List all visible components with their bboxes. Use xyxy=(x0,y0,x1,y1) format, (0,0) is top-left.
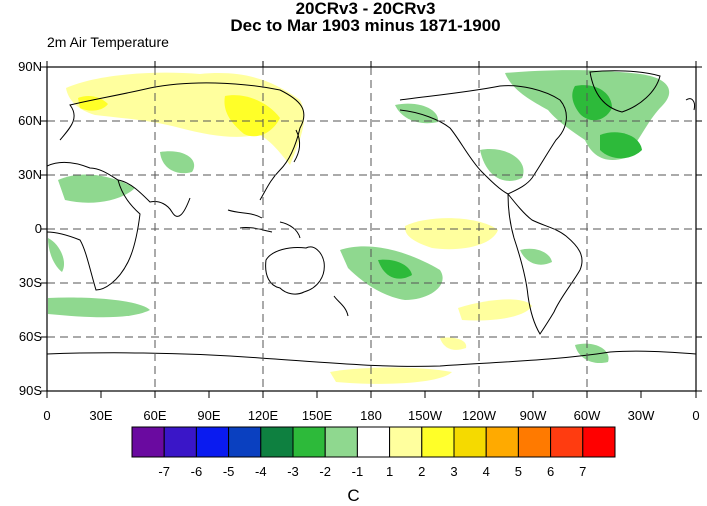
lon-label: 60E xyxy=(143,408,167,423)
colorbar-tick-label: -4 xyxy=(255,464,267,479)
colorbar-tick-label: 7 xyxy=(579,464,587,479)
lon-label: 30E xyxy=(89,408,113,423)
colorbar-tick-label: -3 xyxy=(287,464,299,479)
colorbar-tick-label: 3 xyxy=(450,464,458,479)
colorbar-box xyxy=(550,426,584,458)
map-title-line2: Dec to Mar 1903 minus 1871-1900 xyxy=(230,16,501,35)
lon-label: 120W xyxy=(462,408,496,423)
colorbar-box xyxy=(163,426,197,458)
colorbar-box xyxy=(195,426,230,458)
colorbar-box xyxy=(582,426,616,458)
colorbar-box xyxy=(517,426,552,458)
colorbar xyxy=(131,426,616,458)
colorbar-box xyxy=(131,426,165,458)
lon-label: 30W xyxy=(627,408,655,423)
colorbar-tick-label: -6 xyxy=(190,464,203,479)
variable-label: 2m Air Temperature xyxy=(47,34,169,50)
colorbar-box xyxy=(356,426,391,458)
colorbar-box xyxy=(292,426,326,458)
anomaly-field xyxy=(48,70,670,384)
colorbar-tick-label: 5 xyxy=(514,464,522,479)
colorbar-tick-label: 4 xyxy=(482,464,490,479)
lon-label: 150W xyxy=(408,408,442,423)
colorbar-box xyxy=(260,426,294,458)
colorbar-tick-label: -1 xyxy=(351,464,364,479)
colorbar-box xyxy=(228,426,262,458)
colorbar-tick-label: 2 xyxy=(418,464,426,479)
lon-label: 150E xyxy=(301,408,333,423)
lon-label: 120E xyxy=(247,408,279,423)
lon-label: 180 xyxy=(360,408,382,423)
graticule xyxy=(47,67,696,391)
lat-label: 0 xyxy=(34,221,42,236)
colorbar-tick-label: -2 xyxy=(319,464,331,479)
colorbar-box xyxy=(421,426,455,458)
colorbar-tick-label: 1 xyxy=(385,464,394,479)
colorbar-box xyxy=(453,426,487,458)
units-label: C xyxy=(347,486,360,505)
colorbar-box xyxy=(324,426,358,458)
axis-ticks xyxy=(41,61,702,398)
lat-label: 60N xyxy=(18,113,42,128)
lon-label: 90W xyxy=(519,408,547,423)
colorbar-box xyxy=(389,426,423,458)
colorbar-tick-label: 6 xyxy=(546,464,555,479)
map-title-line1: 20CRv3 - 20CRv3 xyxy=(295,0,436,18)
lat-label: 60S xyxy=(18,329,42,344)
colorbar-tick-label: -7 xyxy=(158,464,170,479)
lat-label: 30S xyxy=(18,275,42,290)
lat-label: 90N xyxy=(18,59,42,74)
lon-label: 0 xyxy=(43,408,51,423)
lat-label: 30N xyxy=(18,167,42,182)
colorbar-tick-label: -5 xyxy=(222,464,235,479)
lon-label: 0 xyxy=(692,408,700,423)
colorbar-box xyxy=(485,426,519,458)
lon-label: 90E xyxy=(197,408,221,423)
lat-label: 90S xyxy=(18,383,42,398)
lon-label: 60W xyxy=(573,408,601,423)
